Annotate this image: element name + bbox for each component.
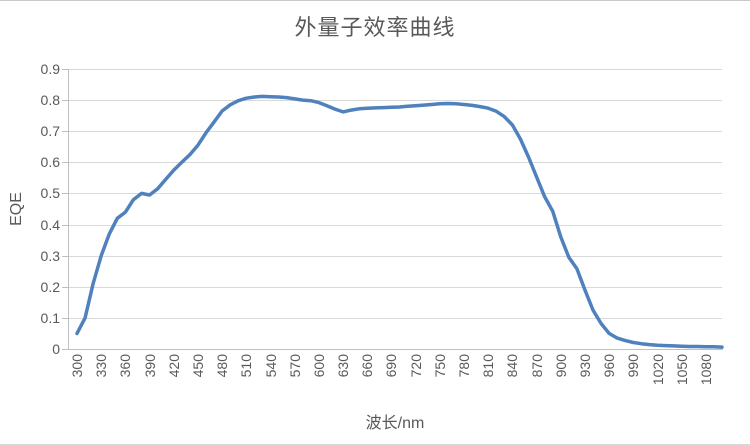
y-tick-mark [62,286,68,288]
eqe-curve-svg [75,94,724,349]
x-tick-label: 600 [310,354,327,378]
x-tick-label: 510 [238,354,255,378]
gridline [68,255,722,257]
eqe-curve-line [75,94,724,349]
chart-title: 外量子效率曲线 [294,15,456,40]
y-tick-label: 0.5 [40,185,60,202]
x-axis-line [68,349,723,350]
y-tick-mark [62,255,68,257]
x-tick-label: 780 [456,354,472,378]
y-tick-label: 0.6 [40,154,60,171]
y-axis-line [68,69,69,350]
x-tick-label: 900 [552,354,569,378]
x-tick-label: 990 [625,354,642,378]
x-axis-title: 波长/nm [365,415,425,432]
gridline [68,162,722,164]
x-tick-label: 540 [262,354,279,378]
y-tick-label: 0.9 [40,61,60,77]
y-tick-mark [62,317,68,319]
x-tick-label: 480 [214,354,231,378]
y-tick-label: 0.4 [40,216,60,233]
x-tick-label: 930 [576,354,593,378]
y-tick-label: 0.2 [40,278,60,295]
x-tick-label: 360 [117,354,134,378]
y-tick-label: 0.3 [40,247,60,264]
y-tick-mark [62,193,68,195]
x-tick-label: 420 [165,354,182,378]
x-tick-label: 810 [480,354,497,378]
y-tick-label: 0 [52,341,60,357]
x-tick-label: 1080 [697,354,714,386]
x-tick-label: 750 [431,354,448,378]
x-tick-label: 870 [528,354,545,378]
x-tick-label: 450 [189,354,206,378]
y-tick-mark [62,224,68,226]
y-tick-mark [62,349,68,350]
x-tick-label: 1020 [649,354,666,386]
x-tick-label: 630 [335,354,352,378]
x-tick-label: 1050 [673,354,690,386]
y-tick-mark [62,162,68,164]
x-tick-label: 840 [504,354,521,378]
gridline [68,69,722,70]
x-tick-label: 570 [286,354,303,378]
y-tick-label: 0.7 [40,123,60,140]
x-tick-label: 720 [407,354,424,378]
x-tick-label: 300 [69,354,85,378]
gridline [68,131,722,133]
x-tick-label: 330 [93,354,110,378]
x-tick-label: 660 [359,354,376,378]
y-tick-mark [62,100,68,102]
gridline [68,286,722,288]
x-tick-label: 960 [601,354,618,378]
x-tick-label: 390 [141,354,158,378]
y-tick-label: 0.1 [40,309,60,326]
x-tick-label: 690 [383,354,400,378]
gridline [68,224,722,226]
y-tick-mark [62,69,68,70]
y-tick-label: 0.8 [40,92,60,109]
gridline [68,317,722,319]
gridline [68,100,722,102]
y-tick-mark [62,131,68,133]
gridline [68,193,722,195]
